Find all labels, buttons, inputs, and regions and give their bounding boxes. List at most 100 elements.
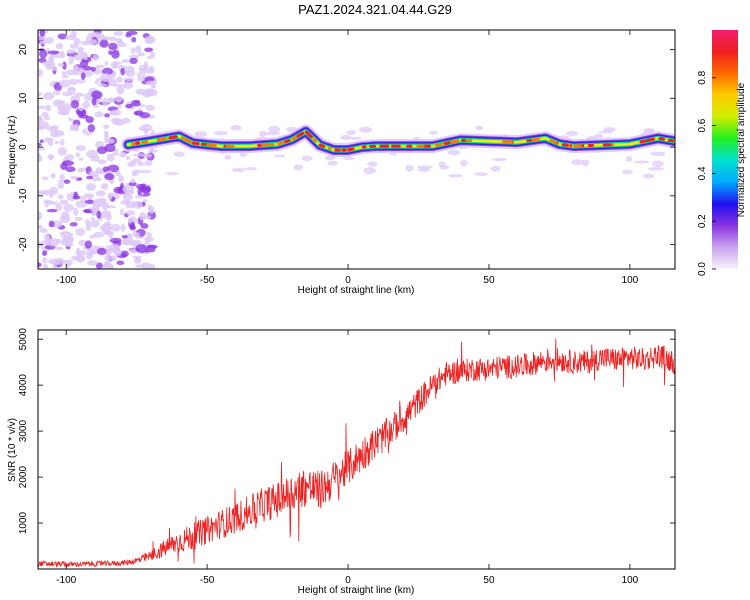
spectrogram-noise-speckle: [104, 138, 115, 144]
spectrogram-noise-speckle: [350, 136, 362, 140]
spectrogram-noise-speckle: [42, 200, 54, 204]
colorbar-tick-label: 0.4: [697, 166, 708, 180]
spectrogram-noise-speckle: [130, 101, 141, 107]
spectrogram-noise-speckle: [244, 167, 257, 171]
spectrogram-noise-speckle: [44, 60, 56, 68]
spectrogram-noise-speckle: [139, 112, 151, 119]
spectrogram-noise-speckle: [39, 40, 47, 45]
spectrogram-noise-speckle: [46, 138, 55, 142]
snr-frame: [37, 329, 676, 570]
spectrogram-noise-speckle: [147, 204, 153, 211]
spectrogram-noise-speckle: [130, 159, 137, 165]
snr-x-tick-label: 0: [345, 575, 351, 586]
spectrogram-noise-speckle: [94, 111, 104, 118]
spectrogram-noise-speckle: [70, 99, 80, 109]
spectrogram-noise-speckle: [121, 239, 131, 245]
spectrogram-noise-speckle: [38, 57, 47, 63]
spectrogram-noise-speckle: [59, 173, 65, 180]
spectrogram-noise-speckle: [75, 250, 87, 256]
spectrogram-noise-speckle: [60, 211, 70, 220]
spectrogram-noise-speckle: [85, 35, 92, 42]
spectrogram-noise-speckle: [49, 125, 60, 130]
spectrogram-noise-speckle: [97, 83, 108, 87]
colorbar-gradient: [712, 30, 738, 269]
spectrogram-noise-speckle: [417, 165, 433, 169]
spectrogram-noise-speckle: [131, 36, 137, 43]
spectrogram-noise-speckle: [116, 260, 125, 266]
spectrogram-ridge-peak: [158, 137, 168, 142]
spectrogram-noise-speckle: [106, 153, 115, 162]
spectrogram-noise-speckle: [75, 145, 87, 151]
spectrogram-noise-speckle: [143, 127, 149, 135]
snr-y-axis-label: SNR (10 * v/v): [7, 418, 18, 482]
spectrogram-noise-speckle: [139, 211, 147, 221]
spectrogram-noise-speckle: [66, 49, 76, 55]
spectrogram-noise-speckle: [59, 79, 71, 88]
spectrogram-noise-speckle: [104, 143, 116, 153]
spectrogram-noise-speckle: [38, 262, 42, 268]
snr-x-ticks: -100 -50 0 50 100: [56, 330, 639, 586]
spectrogram-noise-speckle: [73, 37, 81, 45]
spectrogram-noise-speckle: [69, 222, 78, 227]
spectrogram-noise-speckle: [38, 68, 44, 77]
spectrogram-noise-speckle: [346, 130, 356, 136]
spectrogram-noise-speckle: [61, 71, 67, 76]
spectrogram-ridge-peak: [141, 140, 149, 144]
spectrogram-y-ticks: 20 10 0 -10 -20: [18, 44, 675, 252]
spectrogram-noise-speckle: [38, 121, 50, 130]
spectrogram-noise-speckle: [83, 92, 94, 102]
spectrogram-noise-speckle: [57, 194, 64, 200]
spectrogram-noise-speckle: [68, 117, 74, 122]
spectrogram-noise-speckle: [65, 154, 74, 161]
spectrogram-noise-speckle: [74, 216, 83, 222]
spectrogram-noise-speckle: [53, 90, 61, 96]
spectrogram-noise-speckle: [90, 217, 95, 221]
spectrogram-noise-speckle: [60, 231, 71, 239]
spectrogram-noise-speckle: [135, 244, 148, 254]
spectrogram-noise-speckle: [144, 40, 153, 44]
spectrogram-noise-speckle: [571, 159, 584, 166]
spectrogram-noise-speckle: [140, 262, 151, 269]
spectrogram-noise-speckle: [165, 171, 180, 176]
spectrogram-noise-speckle: [137, 52, 146, 57]
spectrogram-noise-speckle: [135, 45, 142, 54]
spectrogram-noise-speckle: [143, 153, 153, 158]
spectrogram-noise-speckle: [143, 61, 149, 71]
spectrogram-noise-speckle: [53, 246, 64, 251]
spectrogram-noise-speckle: [93, 231, 105, 238]
spectrogram-noise-speckle: [123, 65, 135, 74]
spectrogram-noise-speckle: [110, 223, 121, 232]
spectrogram-noise-speckle: [85, 218, 91, 227]
spectrogram-noise-speckle: [120, 223, 126, 232]
spectrogram-noise-speckle: [63, 179, 71, 184]
spectrogram-noise-speckle: [50, 129, 60, 138]
spectrogram-noise-speckle: [232, 167, 245, 173]
spectrogram-noise-speckle: [342, 156, 356, 161]
spectrogram-ridge-peak: [561, 143, 569, 147]
spectrogram-ridge-peak: [449, 139, 460, 144]
spectrogram-noise-speckle: [438, 161, 446, 168]
spectrogram-noise-speckle: [135, 169, 152, 174]
spectrogram-noise-speckle: [61, 75, 69, 79]
spectrogram-noise-speckle: [146, 244, 156, 253]
spectrogram-noise-speckle: [42, 257, 48, 264]
spectrogram-noise-speckle: [140, 223, 149, 229]
spectrogram-noise-speckle: [148, 149, 159, 153]
spectrogram-noise-speckle: [117, 104, 122, 109]
spectrogram-noise-speckle: [144, 237, 151, 244]
spectrogram-noise-speckle: [38, 154, 43, 163]
spectrogram-noise-speckle: [82, 100, 91, 109]
spectrogram-noise-speckle: [48, 238, 60, 247]
spectrogram-noise-speckle: [103, 36, 112, 41]
spectrogram-noise-speckle: [107, 97, 116, 103]
spectrogram-noise-speckle: [116, 85, 125, 95]
spectrogram-noise-speckle: [90, 219, 100, 228]
spectrogram-noise-speckle: [39, 139, 44, 144]
spectrogram-noise-speckle: [38, 34, 47, 40]
spectrogram-noise-speckle: [38, 142, 42, 147]
spectrogram-x-tick-label: 50: [483, 275, 495, 286]
spectrogram-noise-speckle: [134, 232, 140, 238]
spectrogram-ridge-peak: [168, 135, 178, 140]
figure-title: PAZ1.2024.321.04.44.G29: [298, 2, 452, 17]
